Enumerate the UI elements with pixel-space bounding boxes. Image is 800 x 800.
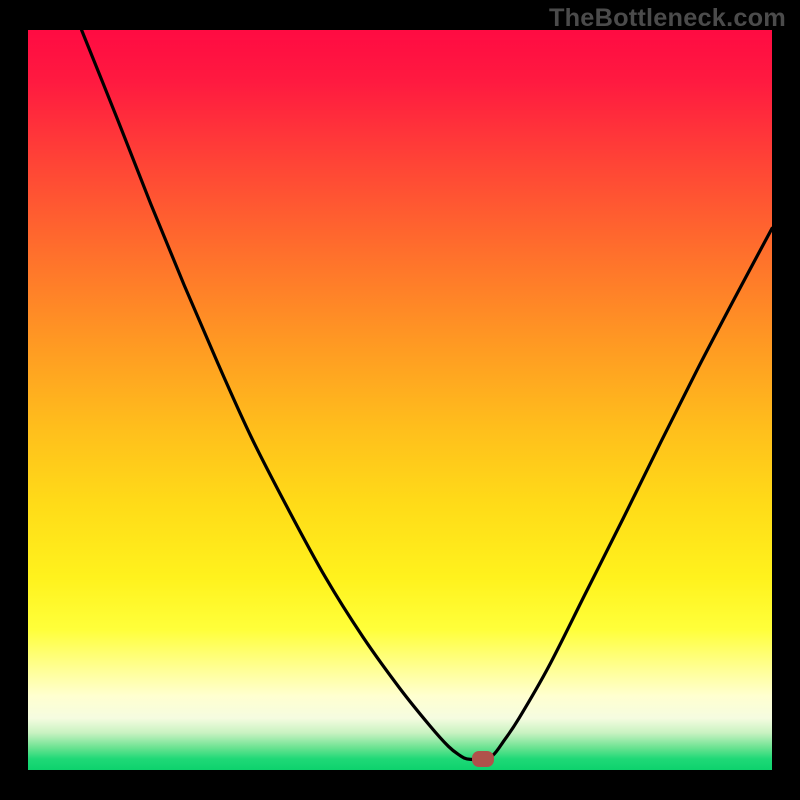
plot-area [28, 30, 772, 770]
watermark-text: TheBottleneck.com [549, 4, 786, 33]
optimal-point-marker [472, 751, 494, 767]
bottleneck-curve [28, 30, 772, 770]
